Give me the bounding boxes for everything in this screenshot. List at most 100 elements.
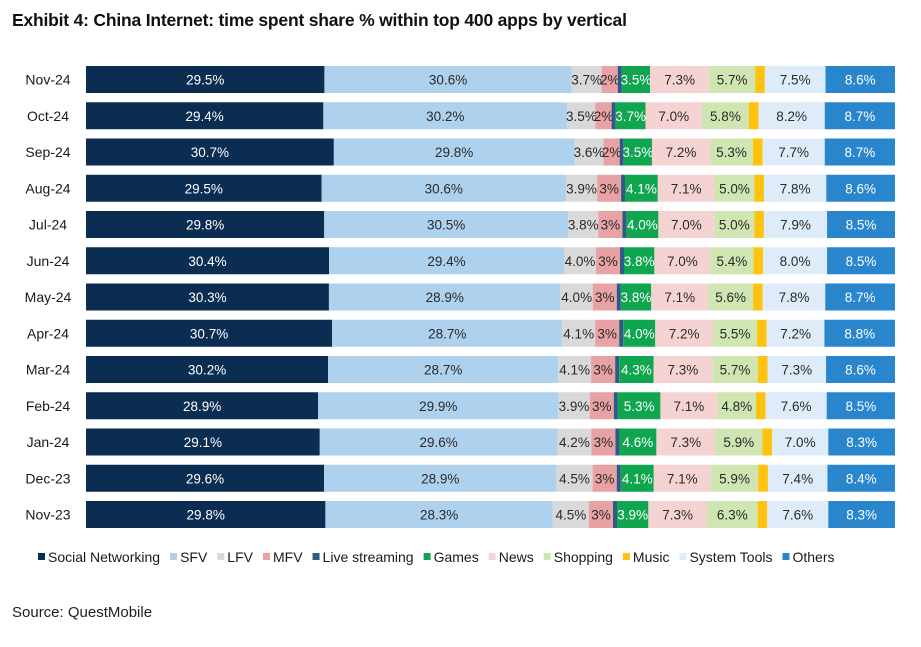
bar-segment-news bbox=[651, 138, 711, 166]
bar-segment-mfv bbox=[588, 501, 614, 528]
data-label: 28.9% bbox=[183, 399, 221, 414]
legend-swatch bbox=[170, 553, 178, 560]
bar-segment-shopping bbox=[710, 464, 759, 492]
chart-title: Exhibit 4: China Internet: time spent sh… bbox=[12, 10, 627, 30]
bar-segment-live-streaming bbox=[613, 501, 618, 528]
data-label: 8.6% bbox=[845, 363, 876, 378]
bar-segment-shopping bbox=[708, 283, 754, 311]
data-label: 4.5% bbox=[555, 508, 586, 523]
data-label: 8.6% bbox=[845, 73, 876, 88]
bar-segment-live-streaming bbox=[615, 428, 620, 456]
data-label: 7.6% bbox=[781, 399, 812, 414]
data-label: 29.8% bbox=[435, 145, 473, 160]
legend-entry: LFV bbox=[227, 549, 253, 565]
bar-segment-news bbox=[657, 174, 715, 202]
bar-segment-social-networking bbox=[86, 319, 333, 347]
bar-segment-others bbox=[826, 174, 895, 202]
data-label: 3.5% bbox=[566, 109, 597, 124]
bar-segment-news bbox=[650, 66, 710, 93]
bar-segment-music bbox=[754, 174, 765, 202]
row-label: Sep-24 bbox=[25, 144, 70, 160]
bar-segment-sfv bbox=[324, 211, 569, 238]
data-label: 7.0% bbox=[667, 254, 698, 269]
data-label: 3.5% bbox=[621, 73, 652, 88]
data-label: 29.5% bbox=[185, 181, 223, 196]
bar-segment-music bbox=[752, 138, 763, 166]
data-label: 7.3% bbox=[662, 508, 693, 523]
bar-segment-music bbox=[756, 392, 766, 420]
data-label: 7.4% bbox=[782, 471, 813, 486]
data-label: 7.7% bbox=[778, 145, 809, 160]
bar-segment-lfv bbox=[567, 102, 596, 130]
bar-segment-others bbox=[825, 283, 895, 311]
bar-segment-system-tools bbox=[767, 501, 829, 528]
data-label: 4.1% bbox=[559, 363, 590, 378]
bar-segment-lfv bbox=[557, 428, 592, 456]
data-label: 3% bbox=[599, 181, 619, 196]
data-label: 5.0% bbox=[719, 218, 750, 233]
data-label: 8.7% bbox=[845, 290, 876, 305]
row-label: Dec-23 bbox=[25, 470, 70, 486]
bar-segment-games bbox=[619, 428, 657, 456]
legend-swatch bbox=[543, 553, 551, 560]
row-label: Nov-24 bbox=[25, 72, 70, 88]
bar-segment-games bbox=[619, 356, 654, 383]
data-label: 8.8% bbox=[844, 326, 875, 341]
data-label: 5.7% bbox=[717, 73, 748, 88]
bar-segment-others bbox=[828, 428, 895, 456]
bar-segment-news bbox=[648, 501, 708, 528]
data-label: 4.0% bbox=[627, 218, 658, 233]
bar-segment-live-streaming bbox=[611, 102, 616, 130]
data-label: 5.8% bbox=[710, 109, 741, 124]
bar-segment-others bbox=[824, 138, 895, 166]
bar-segment-games bbox=[620, 283, 652, 311]
bar-segment-system-tools bbox=[764, 66, 826, 93]
data-label: 8.0% bbox=[780, 254, 811, 269]
data-label: 7.1% bbox=[667, 471, 698, 486]
bar-segment-sfv bbox=[324, 66, 572, 93]
bar-segment-news bbox=[653, 464, 711, 492]
bar-segment-live-streaming bbox=[619, 138, 624, 166]
data-label: 4.2% bbox=[559, 435, 590, 450]
bar-segment-shopping bbox=[707, 501, 758, 528]
bar-segment-sfv bbox=[328, 283, 561, 311]
bar-segment-lfv bbox=[571, 66, 602, 93]
data-label: 28.7% bbox=[428, 326, 466, 341]
row-label: Aug-24 bbox=[25, 180, 70, 196]
bar-segment-music bbox=[757, 501, 768, 528]
bar-segment-lfv bbox=[552, 501, 589, 528]
bar-segment-others bbox=[826, 356, 895, 383]
data-label: 7.9% bbox=[780, 218, 811, 233]
data-label: 3% bbox=[594, 435, 614, 450]
data-label: 30.2% bbox=[426, 109, 464, 124]
data-label: 29.1% bbox=[184, 435, 222, 450]
bar-segment-system-tools bbox=[763, 247, 828, 275]
bar-segment-mfv bbox=[601, 66, 618, 93]
data-label: 30.2% bbox=[188, 363, 226, 378]
legend-entry: MFV bbox=[273, 549, 303, 565]
bar-segment-games bbox=[624, 247, 655, 275]
data-label: 3% bbox=[592, 399, 612, 414]
data-label: 7.0% bbox=[785, 435, 816, 450]
row-label: Feb-24 bbox=[26, 398, 71, 414]
bar-segment-social-networking bbox=[86, 211, 325, 238]
bar-segment-live-streaming bbox=[615, 356, 620, 383]
data-label: 7.6% bbox=[782, 508, 813, 523]
legend-swatch bbox=[38, 553, 45, 560]
bar-segment-system-tools bbox=[766, 319, 825, 347]
legend-swatch bbox=[782, 553, 790, 560]
row-label: Jun-24 bbox=[27, 253, 70, 269]
bar-segment-games bbox=[623, 138, 652, 166]
data-label: 30.4% bbox=[188, 254, 226, 269]
bar-segment-system-tools bbox=[772, 428, 829, 456]
data-label: 7.8% bbox=[779, 290, 810, 305]
bar-segment-social-networking bbox=[86, 392, 319, 420]
bar-segment-system-tools bbox=[763, 211, 828, 238]
bar-segment-music bbox=[755, 66, 765, 93]
data-label: 8.3% bbox=[846, 435, 877, 450]
data-label: 29.5% bbox=[186, 73, 224, 88]
legend-swatch bbox=[262, 553, 270, 560]
bar-segment-others bbox=[824, 319, 895, 347]
source-note: Source: QuestMobile bbox=[12, 604, 153, 621]
data-label: 5.6% bbox=[715, 290, 746, 305]
